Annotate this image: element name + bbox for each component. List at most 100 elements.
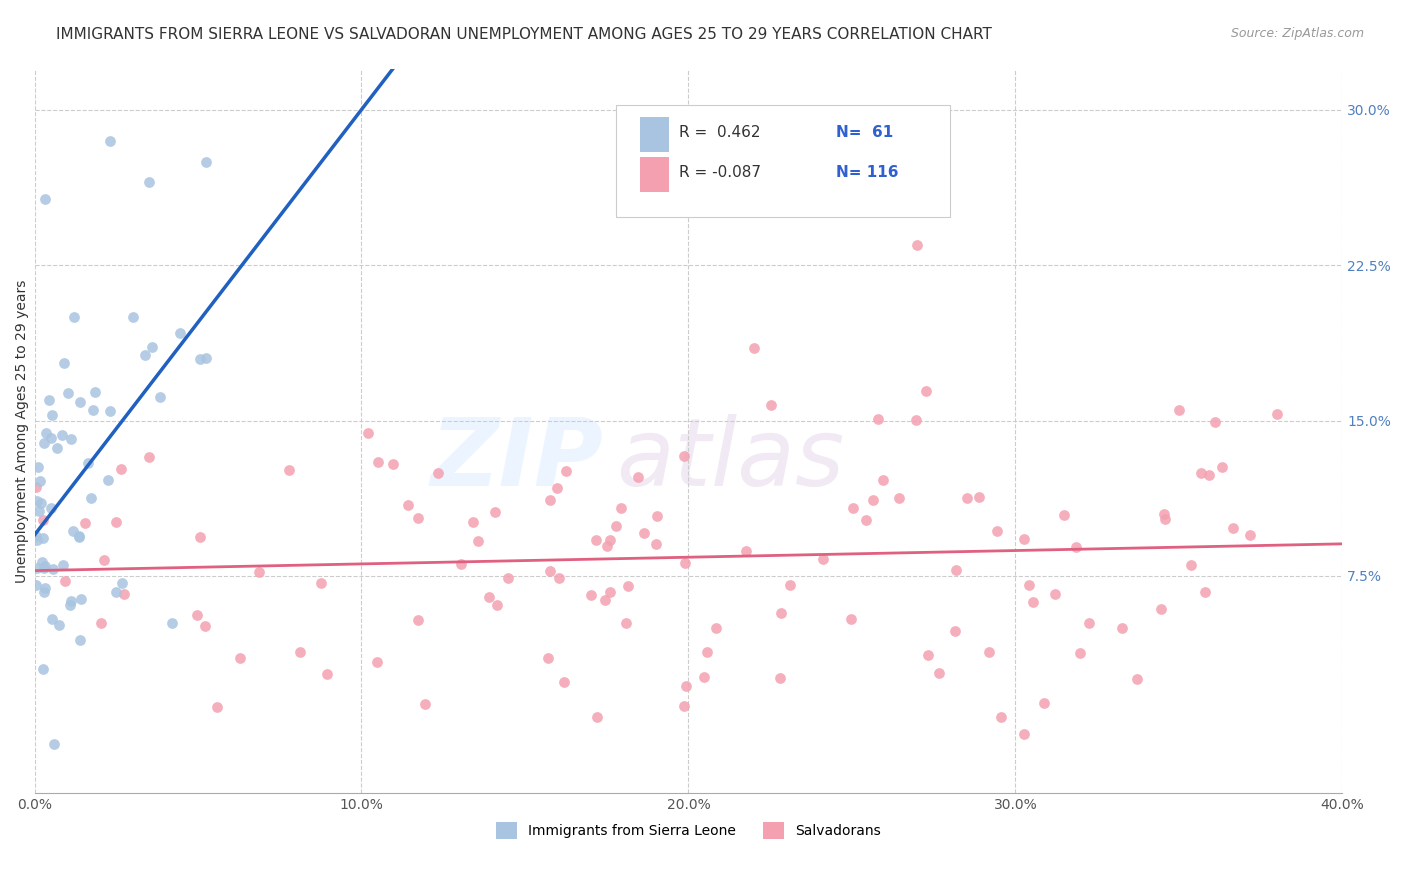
Point bbox=[62, 310, 84, 324]
Point bbox=[60, 593, 83, 607]
Y-axis label: Unemployment Among Ages 25 to 29 years: Unemployment Among Ages 25 to 29 years bbox=[15, 279, 30, 582]
Point bbox=[51, 428, 73, 442]
Point bbox=[548, 571, 571, 585]
Point bbox=[599, 533, 621, 547]
Point bbox=[546, 481, 568, 495]
Point bbox=[169, 326, 191, 340]
Point bbox=[31, 662, 53, 676]
Point bbox=[969, 491, 991, 505]
Point bbox=[76, 456, 98, 470]
Point bbox=[1153, 512, 1175, 526]
Point bbox=[34, 581, 56, 595]
Point bbox=[122, 310, 145, 325]
Point bbox=[309, 575, 332, 590]
Point bbox=[188, 530, 211, 544]
Point bbox=[84, 384, 107, 399]
Point bbox=[943, 624, 966, 638]
Point bbox=[48, 618, 70, 632]
Point bbox=[24, 578, 46, 592]
Point bbox=[28, 474, 51, 488]
Point bbox=[38, 393, 60, 408]
Point bbox=[35, 426, 58, 441]
Point bbox=[55, 574, 77, 588]
Point bbox=[914, 384, 936, 398]
Point bbox=[396, 499, 419, 513]
Point bbox=[986, 524, 1008, 538]
Point bbox=[1077, 615, 1099, 630]
Point bbox=[904, 412, 927, 426]
Point bbox=[811, 551, 834, 566]
Point bbox=[70, 592, 93, 607]
Point bbox=[148, 391, 170, 405]
Point bbox=[779, 578, 801, 592]
Point bbox=[672, 449, 695, 463]
Point bbox=[692, 670, 714, 684]
Point bbox=[1111, 621, 1133, 635]
Point bbox=[194, 619, 217, 633]
Point bbox=[195, 351, 218, 365]
Point bbox=[599, 585, 621, 599]
Point bbox=[93, 553, 115, 567]
Point bbox=[1189, 466, 1212, 480]
Text: Source: ZipAtlas.com: Source: ZipAtlas.com bbox=[1230, 27, 1364, 40]
Point bbox=[1180, 558, 1202, 572]
Point bbox=[34, 561, 56, 575]
Point bbox=[905, 237, 928, 252]
Point bbox=[41, 431, 63, 445]
Point bbox=[1018, 578, 1040, 592]
Point bbox=[1014, 726, 1036, 740]
Point bbox=[1043, 587, 1066, 601]
Point bbox=[585, 533, 607, 548]
Point bbox=[80, 491, 103, 505]
Point bbox=[160, 615, 183, 630]
Point bbox=[41, 501, 63, 516]
Point bbox=[450, 557, 472, 571]
Legend: Immigrants from Sierra Leone, Salvadorans: Immigrants from Sierra Leone, Salvadoran… bbox=[491, 816, 887, 845]
Point bbox=[31, 532, 53, 546]
Text: R = -0.087: R = -0.087 bbox=[679, 165, 761, 179]
Point bbox=[138, 450, 160, 464]
Point bbox=[917, 648, 939, 662]
Point bbox=[75, 516, 97, 530]
Text: IMMIGRANTS FROM SIERRA LEONE VS SALVADORAN UNEMPLOYMENT AMONG AGES 25 TO 29 YEAR: IMMIGRANTS FROM SIERRA LEONE VS SALVADOR… bbox=[56, 27, 993, 42]
Point bbox=[610, 500, 633, 515]
Point bbox=[538, 492, 561, 507]
Point bbox=[1222, 521, 1244, 535]
Point bbox=[288, 645, 311, 659]
Point bbox=[112, 587, 135, 601]
Point bbox=[486, 598, 509, 612]
Point bbox=[59, 432, 82, 446]
Point bbox=[979, 645, 1001, 659]
Text: ZIP: ZIP bbox=[430, 414, 603, 506]
Point bbox=[34, 558, 56, 573]
Point bbox=[194, 155, 217, 169]
Point bbox=[41, 612, 63, 626]
Point bbox=[1153, 507, 1175, 521]
Point bbox=[872, 473, 894, 487]
FancyBboxPatch shape bbox=[616, 104, 950, 217]
Point bbox=[42, 737, 65, 751]
Point bbox=[1069, 646, 1091, 660]
Point bbox=[536, 650, 558, 665]
Point bbox=[381, 457, 404, 471]
Point bbox=[62, 524, 84, 538]
Point bbox=[134, 348, 156, 362]
Point bbox=[1033, 697, 1056, 711]
Point bbox=[614, 615, 637, 630]
Point bbox=[889, 491, 911, 506]
Point bbox=[53, 356, 76, 370]
Point bbox=[315, 667, 337, 681]
Point bbox=[484, 506, 506, 520]
Point bbox=[461, 515, 484, 529]
Point bbox=[25, 533, 48, 547]
Point bbox=[25, 529, 48, 543]
Point bbox=[366, 655, 388, 669]
Point bbox=[1204, 416, 1226, 430]
Point bbox=[842, 500, 865, 515]
Point bbox=[839, 612, 862, 626]
Point bbox=[645, 509, 668, 524]
Text: atlas: atlas bbox=[616, 415, 845, 506]
Point bbox=[467, 534, 489, 549]
Point bbox=[928, 666, 950, 681]
Point bbox=[367, 455, 389, 469]
